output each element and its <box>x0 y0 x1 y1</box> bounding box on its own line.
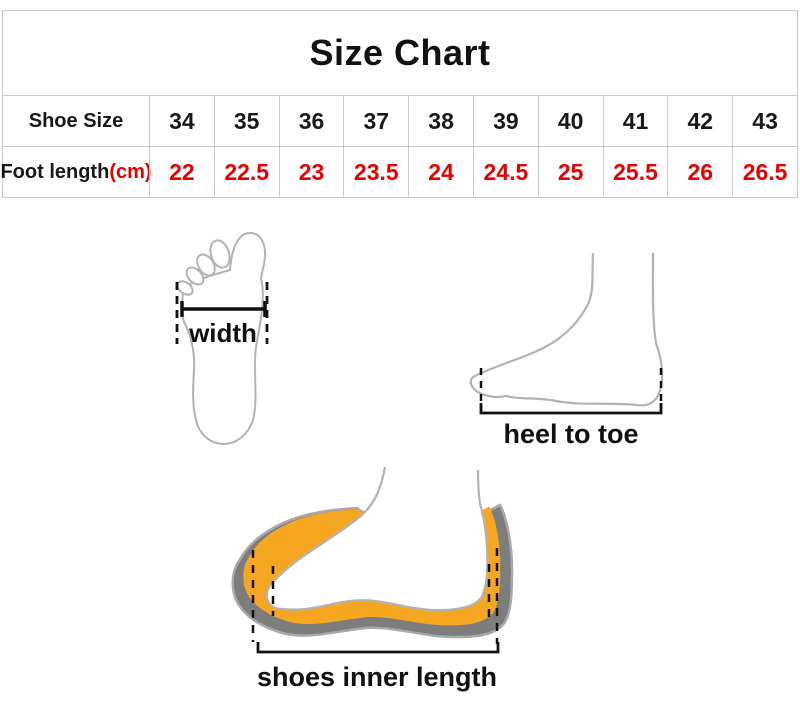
foot-length-cell: 22.5 <box>213 147 279 197</box>
toe-icon <box>209 239 231 269</box>
shoe-size-cell: 40 <box>537 96 603 146</box>
inner-length-label: shoes inner length <box>257 662 497 692</box>
foot-length-row-label: Foot length (cm) <box>0 147 152 197</box>
width-measure-line <box>180 301 267 317</box>
page-title: Size Chart <box>309 32 491 73</box>
shoe-size-row: Shoe Size 34 35 36 37 38 39 40 41 42 43 <box>3 96 797 146</box>
foot-length-label-text: Foot length <box>0 160 110 183</box>
table-title-row: Size Chart <box>3 11 797 96</box>
shoe-size-cell: 41 <box>602 96 668 146</box>
foot-inside-shoe-outline <box>265 466 489 612</box>
foot-length-cell: 26.5 <box>732 147 797 197</box>
width-dashed-guides <box>175 282 269 344</box>
inner-length-diagram: shoes inner length <box>231 466 514 692</box>
foot-length-unit-text: (cm) <box>109 160 152 183</box>
shoe-size-cell: 37 <box>343 96 408 146</box>
foot-length-cell: 25 <box>537 147 603 197</box>
foot-side-outline <box>469 252 664 407</box>
foot-length-cell: 26 <box>667 147 732 197</box>
toe-icon <box>185 266 205 286</box>
shoe-size-cell: 42 <box>667 96 732 146</box>
heel-toe-measure-bracket <box>479 403 663 415</box>
heel-to-toe-label: heel to toe <box>503 419 638 449</box>
foot-length-row: Foot length (cm) 22 22.5 23 23.5 24 24.5 … <box>0 146 797 197</box>
foot-length-cell: 25.5 <box>602 147 668 197</box>
heel-to-toe-diagram: heel to toe <box>469 252 664 449</box>
toe-icon <box>196 253 216 277</box>
shoe-size-cell: 35 <box>213 96 279 146</box>
shoe-size-row-label: Shoe Size <box>28 109 124 132</box>
shoe-size-cell: 38 <box>408 96 473 146</box>
foot-length-cell: 23.5 <box>343 147 408 197</box>
shoe-size-cell: 36 <box>278 96 344 146</box>
shoe-size-cell: 34 <box>149 96 214 146</box>
inner-length-dashed-guides <box>251 548 499 644</box>
shoe-size-cell: 39 <box>473 96 538 146</box>
shoe-size-cell: 43 <box>732 96 797 146</box>
foot-length-cell: 24 <box>408 147 473 197</box>
size-table: Size Chart Shoe Size 34 35 36 37 38 39 4… <box>0 10 798 198</box>
foot-width-diagram: width <box>175 231 269 446</box>
width-label: width <box>188 318 257 348</box>
inner-length-measure-bracket <box>256 642 500 654</box>
foot-length-cell: 23 <box>278 147 344 197</box>
heel-toe-dashed-guides <box>479 368 663 408</box>
foot-length-cell: 22 <box>149 147 214 197</box>
foot-length-cell: 24.5 <box>473 147 538 197</box>
